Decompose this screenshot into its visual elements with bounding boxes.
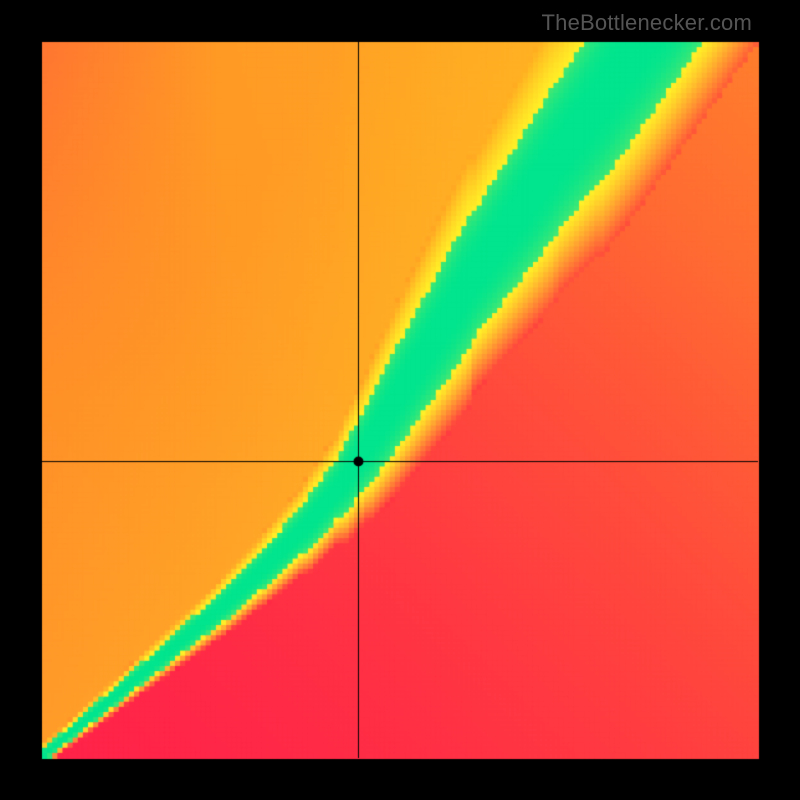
root-container: TheBottlenecker.com: [0, 0, 800, 800]
heatmap-canvas: [0, 0, 800, 800]
watermark-text: TheBottlenecker.com: [542, 10, 752, 36]
